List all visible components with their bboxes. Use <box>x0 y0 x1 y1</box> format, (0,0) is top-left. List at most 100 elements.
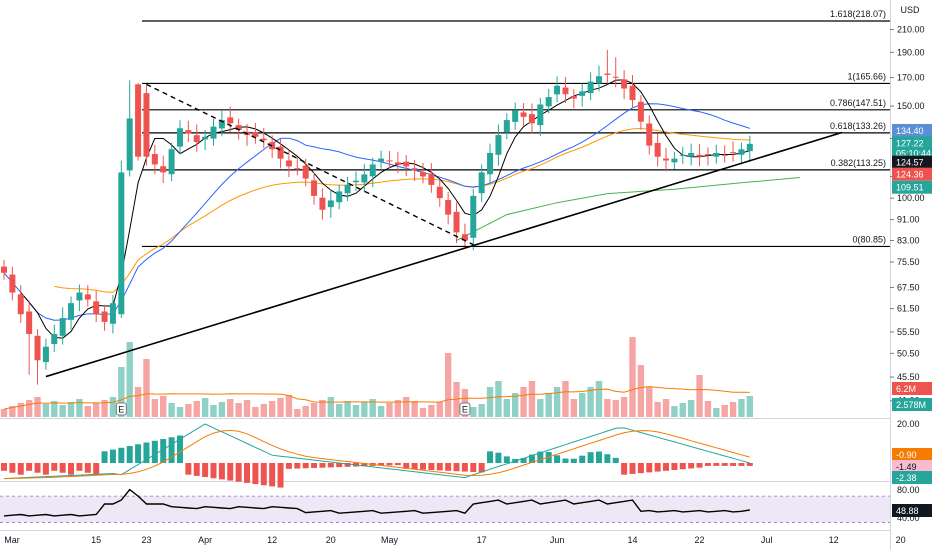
volume-bar <box>126 342 133 417</box>
candle-body <box>151 154 158 165</box>
macd-histogram-bar <box>235 463 242 482</box>
volume-bar <box>545 393 552 417</box>
candle-body <box>403 161 410 167</box>
macd-histogram-bar <box>453 463 460 472</box>
candle-body <box>168 149 175 175</box>
volume-bar <box>268 401 276 417</box>
macd-histogram-bar <box>302 463 309 469</box>
trendline <box>45 131 843 378</box>
volume-bar <box>51 401 58 417</box>
macd-tick-label: 20.00 <box>897 419 920 429</box>
candle-body <box>646 123 653 146</box>
volume-bar <box>738 399 745 417</box>
volume-bar <box>537 399 544 417</box>
candle-body <box>17 294 24 315</box>
volume-bar <box>704 401 712 417</box>
time-tick-label: 22 <box>695 535 705 545</box>
candle-body <box>738 149 745 155</box>
volume-bar <box>587 387 594 417</box>
rsi-tick-label: 40.00 <box>897 513 920 523</box>
macd-histogram-bar <box>59 463 66 473</box>
macd-histogram-bar <box>570 458 577 463</box>
macd-histogram-bar <box>478 463 485 473</box>
candle-body <box>361 174 368 183</box>
volume-bar <box>294 409 301 417</box>
macd-pane <box>1 423 753 488</box>
volume-bar <box>118 367 125 417</box>
time-tick-label: 20 <box>326 535 336 545</box>
time-tick-label: Mar <box>4 535 20 545</box>
candle-body <box>59 318 66 336</box>
volume-bar <box>0 409 8 417</box>
volume-bar <box>344 401 351 417</box>
macd-histogram-bar <box>68 463 75 475</box>
candle-body <box>545 97 552 107</box>
candle-body <box>285 160 292 167</box>
macd-histogram-bar <box>436 463 443 471</box>
macd-histogram-bar <box>76 463 83 471</box>
volume-bar <box>511 393 519 417</box>
volume-bar <box>369 399 376 417</box>
macd-histogram-bar <box>663 463 670 471</box>
candle-body <box>520 112 527 117</box>
candle-body <box>327 200 334 208</box>
volume-bar <box>327 397 335 417</box>
candle-body <box>411 168 418 171</box>
candle-body <box>503 120 510 133</box>
candle-body <box>436 186 443 199</box>
volume-bar <box>76 399 83 417</box>
candle-body <box>68 303 75 320</box>
earnings-marker <box>115 402 127 416</box>
price-badge <box>892 180 932 194</box>
candle-body <box>294 168 301 170</box>
time-tick-label: Apr <box>198 535 212 545</box>
volume-bar <box>403 397 410 417</box>
volume-bar <box>34 397 41 417</box>
volume-bar <box>495 381 502 417</box>
macd-histogram-bar <box>420 463 426 470</box>
macd-histogram-bar <box>344 463 351 467</box>
volume-bar <box>377 406 385 417</box>
volume-bar <box>528 381 536 417</box>
volume-bar <box>654 402 661 417</box>
candle-body <box>126 118 133 171</box>
candle-body <box>570 96 577 99</box>
candle-body <box>696 154 703 157</box>
volume-bar <box>84 406 91 417</box>
candle-body <box>302 165 309 179</box>
macd-histogram-bar <box>461 463 468 472</box>
candle-body <box>528 114 535 124</box>
volume-bar <box>394 400 402 417</box>
volume-bar <box>235 403 242 417</box>
macd-histogram-bar <box>746 463 753 466</box>
candle-body <box>93 301 100 315</box>
macd-histogram-bar <box>252 463 259 485</box>
price-badge <box>892 155 932 169</box>
price-badge-label: 134.40 <box>896 126 924 136</box>
volume-bar <box>687 400 695 417</box>
macd-histogram-bar <box>537 451 544 463</box>
fib-label: 1.618(218.07) <box>830 9 886 19</box>
candle-body <box>420 172 426 177</box>
time-tick-label: 12 <box>267 535 277 545</box>
volume-bar <box>729 402 737 417</box>
volume-bar <box>562 381 569 417</box>
volume-bar <box>620 397 628 417</box>
macd-histogram-bar <box>227 463 234 481</box>
macd-histogram-bar <box>84 463 91 473</box>
volume-bar <box>361 402 368 417</box>
volume-bar <box>67 402 75 417</box>
volume-bar <box>252 407 259 417</box>
volume-bar <box>160 396 167 417</box>
candle-body <box>394 162 401 165</box>
volume-bar <box>168 403 175 417</box>
candle-body <box>487 152 494 175</box>
price-tick-label: 210.00 <box>897 25 925 35</box>
volume-bar <box>503 399 510 417</box>
macd-histogram-bar <box>311 463 318 468</box>
macd-histogram-bar <box>704 463 711 466</box>
fib-label: 1(165.66) <box>847 71 886 81</box>
candle-body <box>679 154 686 156</box>
earnings-marker-label: E <box>118 405 124 415</box>
